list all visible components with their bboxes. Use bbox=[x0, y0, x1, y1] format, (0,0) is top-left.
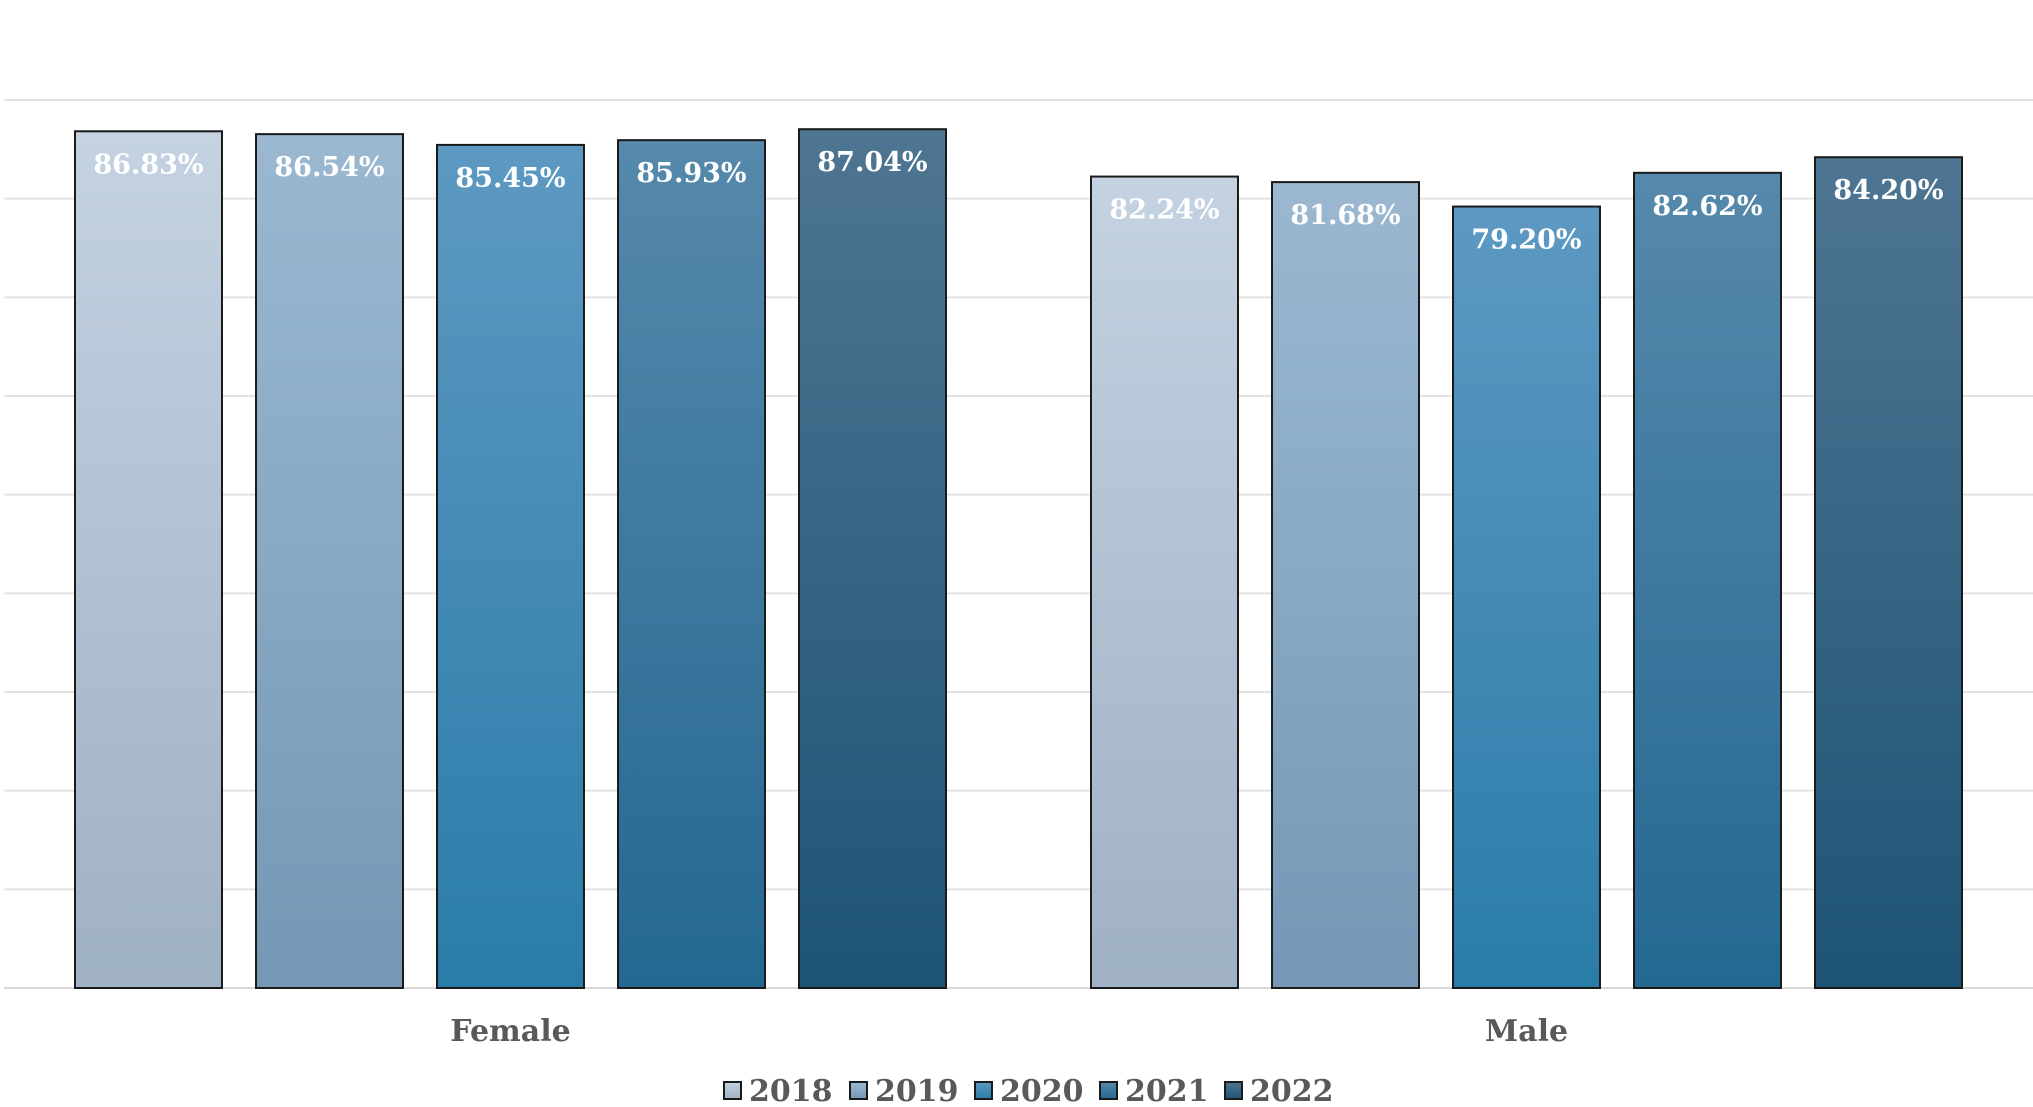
data-label-male-2022: 84.20% bbox=[1833, 175, 1943, 206]
bar-female-2019 bbox=[255, 133, 404, 989]
data-label-male-2019: 81.68% bbox=[1290, 200, 1400, 231]
data-label-female-2022: 87.04% bbox=[817, 147, 927, 178]
bar-female-2021 bbox=[617, 139, 766, 989]
data-label-male-2018: 82.24% bbox=[1109, 195, 1219, 226]
legend-swatch-2019 bbox=[849, 1081, 868, 1100]
legend-label-2019: 2019 bbox=[875, 1074, 959, 1107]
data-label-male-2021: 82.62% bbox=[1652, 191, 1762, 222]
legend-swatch-2018 bbox=[723, 1081, 742, 1100]
data-labels: 86.83% 86.54% 85.45% 85.93% 87.04% 82.24% 81.6… bbox=[93, 147, 1943, 255]
bar-male-2022 bbox=[1814, 156, 1963, 989]
bar-male-2021 bbox=[1633, 171, 1782, 990]
data-label-female-2019: 86.54% bbox=[274, 152, 384, 183]
legend-swatch-2022 bbox=[1224, 1081, 1243, 1100]
legend-label-2021: 2021 bbox=[1125, 1074, 1209, 1107]
legend-swatch-2020 bbox=[974, 1081, 993, 1100]
bar-female-2018 bbox=[74, 130, 223, 989]
legend-label-2022: 2022 bbox=[1250, 1074, 1334, 1107]
category-label-male: Male bbox=[1485, 1014, 1568, 1049]
bar-female-2022 bbox=[798, 128, 947, 990]
legend-label-2018: 2018 bbox=[749, 1074, 833, 1107]
legend-label-2020: 2020 bbox=[1000, 1074, 1084, 1107]
data-label-female-2021: 85.93% bbox=[636, 158, 746, 189]
legend-swatch-2021 bbox=[1099, 1081, 1118, 1100]
bar-female-2020 bbox=[436, 143, 585, 990]
category-labels: Female Male bbox=[450, 1014, 1568, 1049]
category-label-female: Female bbox=[450, 1014, 570, 1049]
bar-male-2020 bbox=[1452, 205, 1601, 989]
data-label-female-2020: 85.45% bbox=[455, 163, 565, 194]
bars bbox=[74, 128, 1963, 990]
legend: 2018 2019 2020 2021 2022 bbox=[723, 1074, 1334, 1107]
bar-male-2019 bbox=[1271, 181, 1420, 990]
data-label-male-2020: 79.20% bbox=[1471, 225, 1581, 256]
bar-male-2018 bbox=[1090, 175, 1239, 990]
data-label-female-2018: 86.83% bbox=[93, 149, 203, 180]
